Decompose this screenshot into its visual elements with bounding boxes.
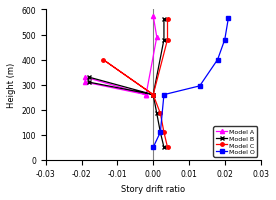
Model A bbox=[144, 94, 148, 96]
Model C bbox=[159, 113, 162, 115]
Model B bbox=[155, 113, 158, 115]
Model A bbox=[155, 37, 158, 39]
Model B bbox=[162, 39, 166, 42]
Y-axis label: Height (m): Height (m) bbox=[7, 63, 16, 108]
Model C bbox=[162, 131, 166, 134]
Model B bbox=[87, 77, 91, 79]
Model B bbox=[162, 19, 166, 22]
Model C bbox=[152, 94, 155, 96]
Line: Model C: Model C bbox=[101, 19, 169, 149]
Model A bbox=[152, 15, 155, 18]
Model B bbox=[152, 94, 155, 96]
Model B bbox=[162, 146, 166, 149]
Model B bbox=[87, 81, 91, 84]
Model A bbox=[84, 81, 87, 84]
Model C bbox=[166, 39, 169, 42]
Model C bbox=[152, 94, 155, 96]
Line: Model A: Model A bbox=[83, 15, 159, 97]
Model C bbox=[102, 59, 105, 61]
X-axis label: Story drift ratio: Story drift ratio bbox=[121, 184, 185, 193]
Model O bbox=[227, 18, 230, 20]
Line: Model B: Model B bbox=[87, 18, 166, 150]
Model O bbox=[216, 59, 219, 61]
Legend: Model A, Model B, Model C, Model O: Model A, Model B, Model C, Model O bbox=[213, 127, 258, 157]
Model A bbox=[84, 77, 87, 79]
Model O bbox=[162, 94, 166, 96]
Model C bbox=[166, 19, 169, 22]
Model B bbox=[159, 131, 162, 134]
Model B bbox=[152, 94, 155, 96]
Model O bbox=[198, 85, 201, 88]
Model O bbox=[159, 131, 162, 134]
Line: Model O: Model O bbox=[151, 17, 230, 150]
Model A bbox=[144, 94, 148, 96]
Model C bbox=[166, 146, 169, 149]
Model O bbox=[223, 39, 226, 42]
Model O bbox=[152, 146, 155, 149]
